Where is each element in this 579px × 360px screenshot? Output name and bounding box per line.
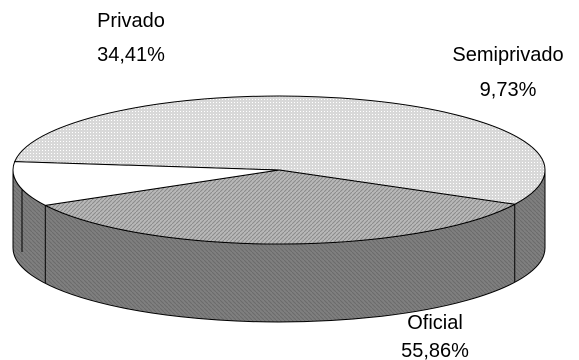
label-oficial-name: Oficial xyxy=(407,312,463,334)
slice-labels: Privado 34,41% Semiprivado 9,73% Oficial… xyxy=(97,10,564,360)
slice-oficial xyxy=(13,95,546,205)
label-privado-name: Privado xyxy=(97,10,165,32)
label-oficial-value: 55,86% xyxy=(401,340,469,360)
slice-semiprivado xyxy=(12,161,280,206)
label-semiprivado-value: 9,73% xyxy=(480,79,537,101)
slice-privado xyxy=(43,169,517,245)
label-privado-value: 34,41% xyxy=(97,44,165,66)
pie-top-slices xyxy=(12,95,546,245)
label-semiprivado-name: Semiprivado xyxy=(452,44,563,66)
